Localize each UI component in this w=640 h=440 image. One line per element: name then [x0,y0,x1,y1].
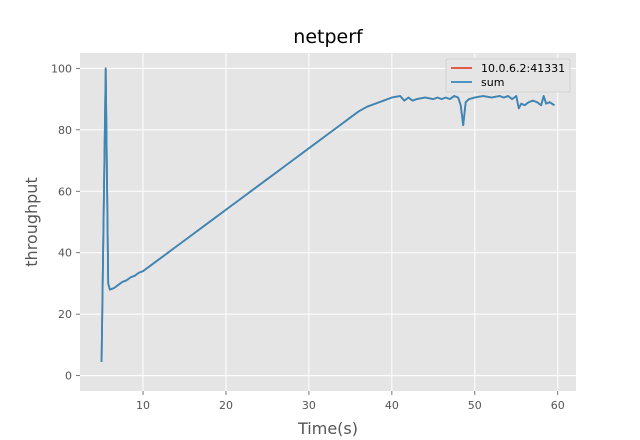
x-tick-label: 20 [219,399,233,412]
y-tick-label: 80 [58,124,72,137]
y-tick-label: 60 [58,185,72,198]
y-tick-label: 100 [51,62,72,75]
x-axis-label: Time(s) [297,419,358,438]
x-tick-label: 30 [302,399,316,412]
plot-area [80,53,576,391]
legend-label-series-1: 10.0.6.2:41331 [481,62,565,75]
legend: 10.0.6.2:41331 sum [445,58,571,93]
x-tick-label: 50 [468,399,482,412]
x-tick-label: 40 [385,399,399,412]
x-tick-label: 60 [551,399,565,412]
x-tick-label: 10 [136,399,150,412]
series-lines [100,67,555,362]
x-ticks: 10 20 30 40 50 60 [136,391,565,412]
legend-box [445,58,571,93]
grid [80,53,576,391]
legend-label-series-2: sum [481,76,504,89]
chart-title: netperf [293,26,364,48]
y-ticks: 0 20 40 60 80 100 [51,62,80,383]
y-tick-label: 40 [58,247,72,260]
y-tick-label: 20 [58,308,72,321]
series-line-2 [100,67,555,362]
y-axis-label: throughput [22,177,41,266]
y-tick-label: 0 [65,370,72,383]
